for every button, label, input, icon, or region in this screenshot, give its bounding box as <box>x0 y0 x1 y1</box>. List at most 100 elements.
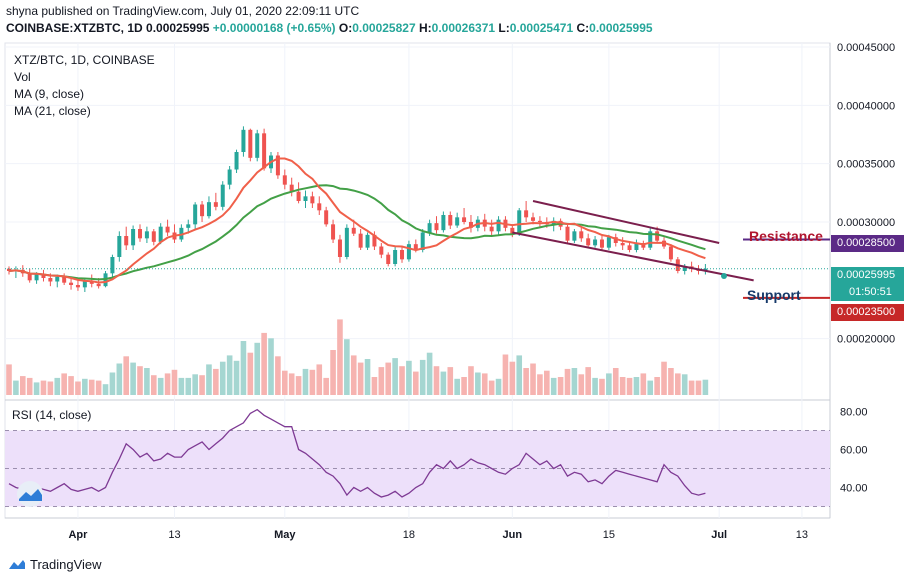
candle-body <box>317 203 322 211</box>
volume-bar <box>330 350 336 395</box>
high-label: H: <box>418 21 432 35</box>
candle-body <box>593 239 598 246</box>
candle-body <box>241 129 246 152</box>
volume-bar <box>47 381 54 395</box>
candle-body <box>144 231 149 239</box>
candle-body <box>565 226 570 241</box>
candle-body <box>344 227 349 257</box>
candle-body <box>524 210 529 218</box>
volume-bars <box>6 319 709 395</box>
candle-body <box>400 250 405 260</box>
candle-body <box>455 217 460 226</box>
candle-body <box>586 238 591 246</box>
price-change: +0.00000168 (+0.65%) <box>212 21 336 35</box>
candle-body <box>117 236 122 257</box>
candle-body <box>310 196 315 204</box>
volume-bar <box>523 368 529 395</box>
candle-body <box>358 233 363 248</box>
volume-bar <box>178 377 185 395</box>
volume-bar <box>612 368 619 395</box>
volume-bar <box>454 378 460 395</box>
rsi-pane <box>5 408 830 507</box>
candle-body <box>365 234 370 248</box>
volume-bar <box>116 363 123 395</box>
volume-bar <box>647 380 654 395</box>
time-tick-label: May <box>274 529 296 541</box>
volume-bar <box>481 373 488 395</box>
countdown-badge: 01:50:51 <box>831 284 904 301</box>
time-tick-label: Jul <box>711 529 727 541</box>
volume-bar <box>337 319 343 395</box>
volume-bar <box>302 368 309 395</box>
candle-body <box>648 231 653 248</box>
ma9-legend: MA (9, close) <box>14 87 85 101</box>
candle-body <box>379 246 384 255</box>
candle-body <box>620 243 625 246</box>
volume-bar <box>385 362 392 395</box>
candle-body <box>227 169 232 185</box>
volume-bar <box>268 338 274 395</box>
candle-body <box>489 226 494 232</box>
ma9-line <box>8 157 706 284</box>
candle-body <box>296 191 301 201</box>
candle-body <box>206 202 211 217</box>
volume-bar <box>226 355 233 395</box>
current-price-bullseye <box>721 273 727 279</box>
candle-body <box>682 266 687 271</box>
volume-bar <box>357 362 364 395</box>
publisher-text: shyna published on TradingView.com, July… <box>6 4 360 18</box>
candle-body <box>406 244 411 260</box>
candle-body <box>517 210 522 234</box>
volume-bar <box>654 377 660 395</box>
volume-bar <box>675 373 681 395</box>
axes: 0.00045000 0.00040000 0.00035000 0.00030000… <box>68 42 895 541</box>
close-value: 0.00025995 <box>589 21 653 35</box>
volume-bar <box>475 372 481 395</box>
candle-body <box>186 224 191 228</box>
rsi-line <box>8 408 706 498</box>
volume-bar <box>695 380 702 395</box>
candle-body <box>579 231 584 239</box>
tradingview-footer[interactable]: TradingView <box>8 557 102 572</box>
price-tick-label: 0.00045000 <box>837 42 895 54</box>
volume-bar <box>171 369 178 395</box>
volume-bar <box>282 370 288 395</box>
volume-bar <box>392 358 398 395</box>
ma21-legend: MA (21, close) <box>14 104 91 118</box>
candle-body <box>34 274 39 281</box>
time-tick-label: Jun <box>503 529 523 541</box>
candle-body <box>386 254 391 264</box>
volume-bar <box>419 359 426 395</box>
volume-bar <box>681 374 688 395</box>
candle-body <box>324 210 329 225</box>
price-tick-label: 0.00020000 <box>837 334 895 346</box>
volume-bar <box>240 341 247 395</box>
high-value: 0.00026371 <box>431 21 496 35</box>
candle-body <box>668 246 673 260</box>
candles <box>7 126 708 292</box>
price-tick-label: 0.00040000 <box>837 100 895 112</box>
candle-body <box>213 202 218 207</box>
volume-bar <box>261 332 267 395</box>
channel-upper-line <box>532 200 720 244</box>
candle-body <box>55 276 60 282</box>
candle-body <box>420 232 425 250</box>
candle-body <box>7 268 11 271</box>
volume-bar <box>516 355 523 395</box>
volume-bar <box>323 377 329 395</box>
volume-bar <box>233 360 240 395</box>
volume-bar <box>468 366 474 395</box>
volume-bar <box>75 381 81 395</box>
time-tick-label: 18 <box>403 529 415 541</box>
tradingview-brand: TradingView <box>30 557 102 572</box>
low-label: L: <box>498 21 510 35</box>
candle-body <box>468 222 473 228</box>
candle-body <box>234 152 239 170</box>
support-price-badge: 0.00023500 <box>831 304 904 321</box>
ohlc-line: COINBASE:XTZBTC, 1D 0.00025995 +0.000001… <box>6 21 653 35</box>
volume-bar <box>571 368 578 395</box>
volume-bar <box>688 380 695 395</box>
volume-bar <box>213 368 219 395</box>
volume-bar <box>33 382 40 395</box>
